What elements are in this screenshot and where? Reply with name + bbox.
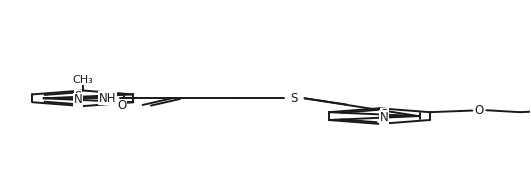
Text: CH₃: CH₃ xyxy=(72,75,93,85)
Text: O: O xyxy=(117,99,127,112)
Text: NH: NH xyxy=(99,92,116,105)
Text: S: S xyxy=(74,90,82,103)
Text: N: N xyxy=(380,111,389,124)
Text: S: S xyxy=(381,108,388,121)
Text: N: N xyxy=(73,93,82,106)
Text: S: S xyxy=(290,92,298,105)
Text: O: O xyxy=(475,104,484,117)
